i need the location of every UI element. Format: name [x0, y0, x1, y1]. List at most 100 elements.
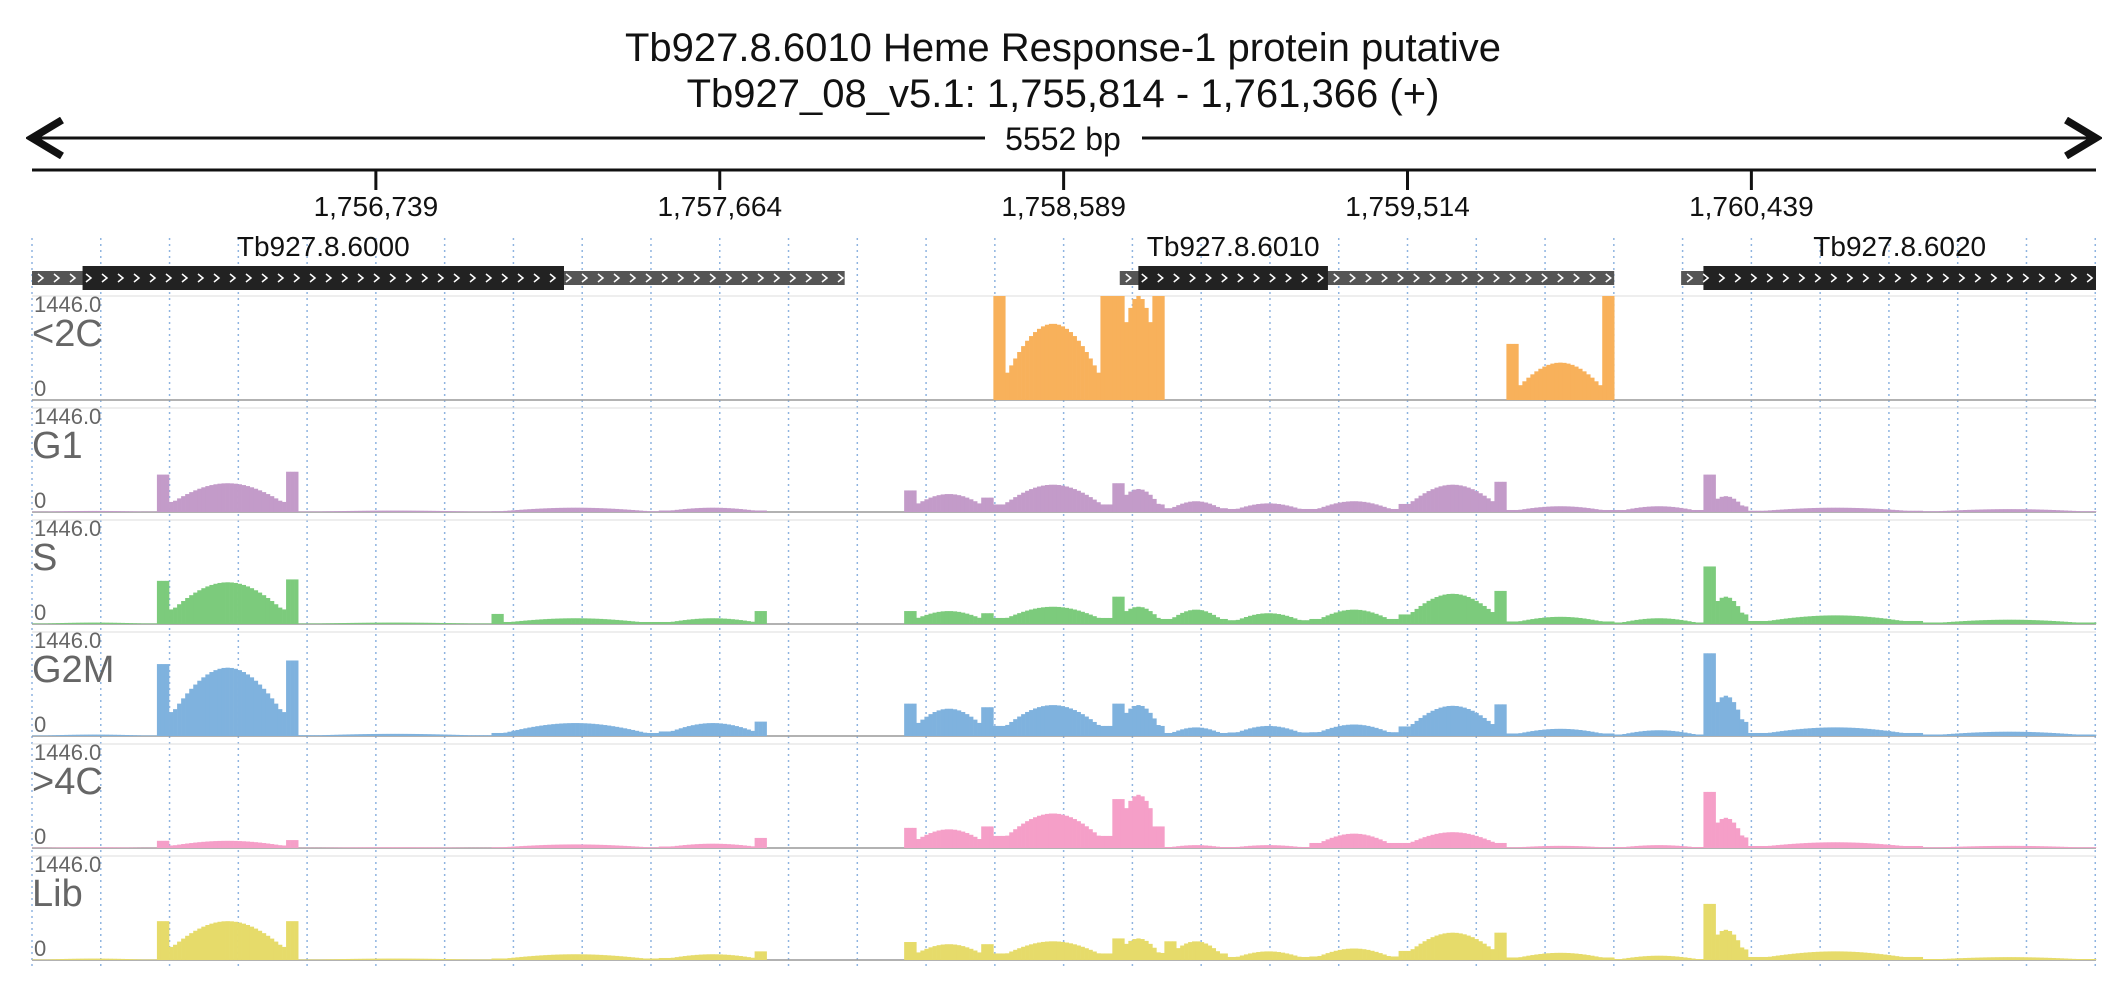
coverage-bar — [1783, 954, 1789, 960]
coverage-bar — [1466, 935, 1471, 960]
coverage-bar — [1890, 731, 1896, 736]
coverage-bar — [160, 664, 166, 736]
coverage-bar — [527, 727, 532, 736]
coverage-bar — [1831, 507, 1836, 512]
coverage-bar — [610, 619, 616, 624]
coverage-bar — [455, 511, 460, 512]
coverage-bar — [1967, 957, 1972, 960]
ruler-tick-label: 1,758,589 — [1001, 191, 1126, 222]
coverage-bar — [1120, 703, 1125, 736]
coverage-bar — [495, 958, 500, 960]
strand-chevron — [837, 273, 845, 283]
coverage-bar — [1999, 957, 2004, 960]
strand-chevron — [1237, 273, 1244, 283]
coverage-bar — [156, 474, 162, 512]
coverage-bar — [306, 511, 311, 512]
coverage-bar — [1679, 956, 1684, 960]
coverage-bar — [2003, 731, 2008, 736]
coverage-bar — [1887, 619, 1892, 624]
coverage-bar — [2031, 846, 2036, 848]
coverage-bar — [1910, 510, 1916, 512]
coverage-bar — [1434, 709, 1439, 736]
coverage-bar — [1215, 951, 1220, 960]
coverage-bar — [1180, 503, 1185, 512]
coverage-bar — [1910, 956, 1916, 960]
coverage-bar — [451, 623, 456, 624]
coverage-bar — [1558, 362, 1563, 400]
strand-chevron — [1189, 273, 1196, 283]
coverage-bar — [475, 623, 480, 624]
coverage-bar — [1248, 728, 1253, 736]
coverage-bar — [1803, 952, 1808, 960]
coverage-bar — [1594, 381, 1599, 400]
coverage-bar — [1239, 507, 1245, 512]
coverage-bar — [1791, 508, 1796, 512]
coverage-bar — [1088, 829, 1093, 848]
coverage-bar — [1402, 614, 1407, 624]
coverage-bar — [286, 660, 291, 736]
coverage-bar — [1029, 944, 1034, 960]
coverage-bar — [738, 509, 743, 512]
coverage-bar — [1112, 596, 1117, 624]
coverage-bar — [1658, 845, 1664, 848]
coverage-bar — [261, 933, 267, 960]
coverage-bar — [378, 847, 384, 848]
coverage-bar — [1954, 846, 1960, 848]
coverage-bar — [1207, 503, 1213, 512]
coverage-bar — [1799, 952, 1804, 960]
coverage-bar — [1044, 813, 1050, 848]
coverage-bar — [294, 840, 299, 848]
strand-chevron — [2006, 273, 2014, 283]
coverage-bar — [940, 709, 945, 736]
coverage-bar — [1068, 608, 1073, 624]
coverage-bar — [1510, 621, 1515, 624]
coverage-bar — [1382, 954, 1387, 960]
coverage-bar — [1434, 487, 1439, 512]
coverage-bar — [1442, 594, 1447, 624]
coverage-bar — [591, 507, 596, 512]
coverage-bar — [1088, 497, 1093, 512]
coverage-bar — [479, 959, 484, 960]
coverage-bar — [410, 510, 416, 512]
coverage-bar — [1658, 618, 1664, 624]
coverage-bar — [1783, 509, 1789, 512]
coverage-bar — [730, 844, 735, 848]
coverage-bar — [1526, 955, 1531, 960]
coverage-bar — [1995, 957, 2000, 960]
coverage-bar — [354, 734, 359, 736]
coverage-bar — [1954, 510, 1960, 512]
strand-chevron — [2054, 273, 2062, 283]
coverage-bar — [1662, 955, 1668, 960]
coverage-bar — [76, 734, 81, 736]
coverage-bar — [1176, 846, 1181, 848]
coverage-bar — [1120, 799, 1125, 848]
coverage-bar — [1610, 621, 1615, 624]
coverage-bar — [1670, 730, 1676, 736]
coverage-bar — [2059, 510, 2065, 512]
gene-model: Tb927.8.6010 — [1119, 231, 1615, 290]
coverage-bar — [358, 734, 363, 736]
coverage-bar — [662, 957, 668, 960]
coverage-bar — [169, 845, 174, 848]
coverage-bar — [1883, 730, 1888, 736]
coverage-bar — [104, 622, 109, 624]
coverage-bar — [1280, 845, 1286, 848]
coverage-bar — [1843, 842, 1848, 848]
coverage-bar — [1430, 710, 1435, 736]
coverage-bar — [603, 955, 608, 960]
coverage-bar — [112, 958, 117, 960]
coverage-bar — [1959, 958, 1964, 960]
coverage-bar — [1414, 608, 1419, 624]
coverage-bar — [1650, 730, 1656, 736]
coverage-bar — [1325, 839, 1330, 848]
coverage-bar — [539, 619, 544, 624]
coverage-bar — [1192, 941, 1197, 960]
coverage-bar — [1887, 731, 1892, 736]
coverage-bar — [1124, 712, 1129, 736]
coverage-bar — [233, 921, 238, 960]
coverage-bar — [209, 485, 214, 512]
strand-chevron — [277, 273, 285, 283]
coverage-bar — [960, 831, 966, 848]
ruler-tick-label: 1,756,739 — [314, 191, 439, 222]
coverage-bar — [614, 619, 620, 624]
